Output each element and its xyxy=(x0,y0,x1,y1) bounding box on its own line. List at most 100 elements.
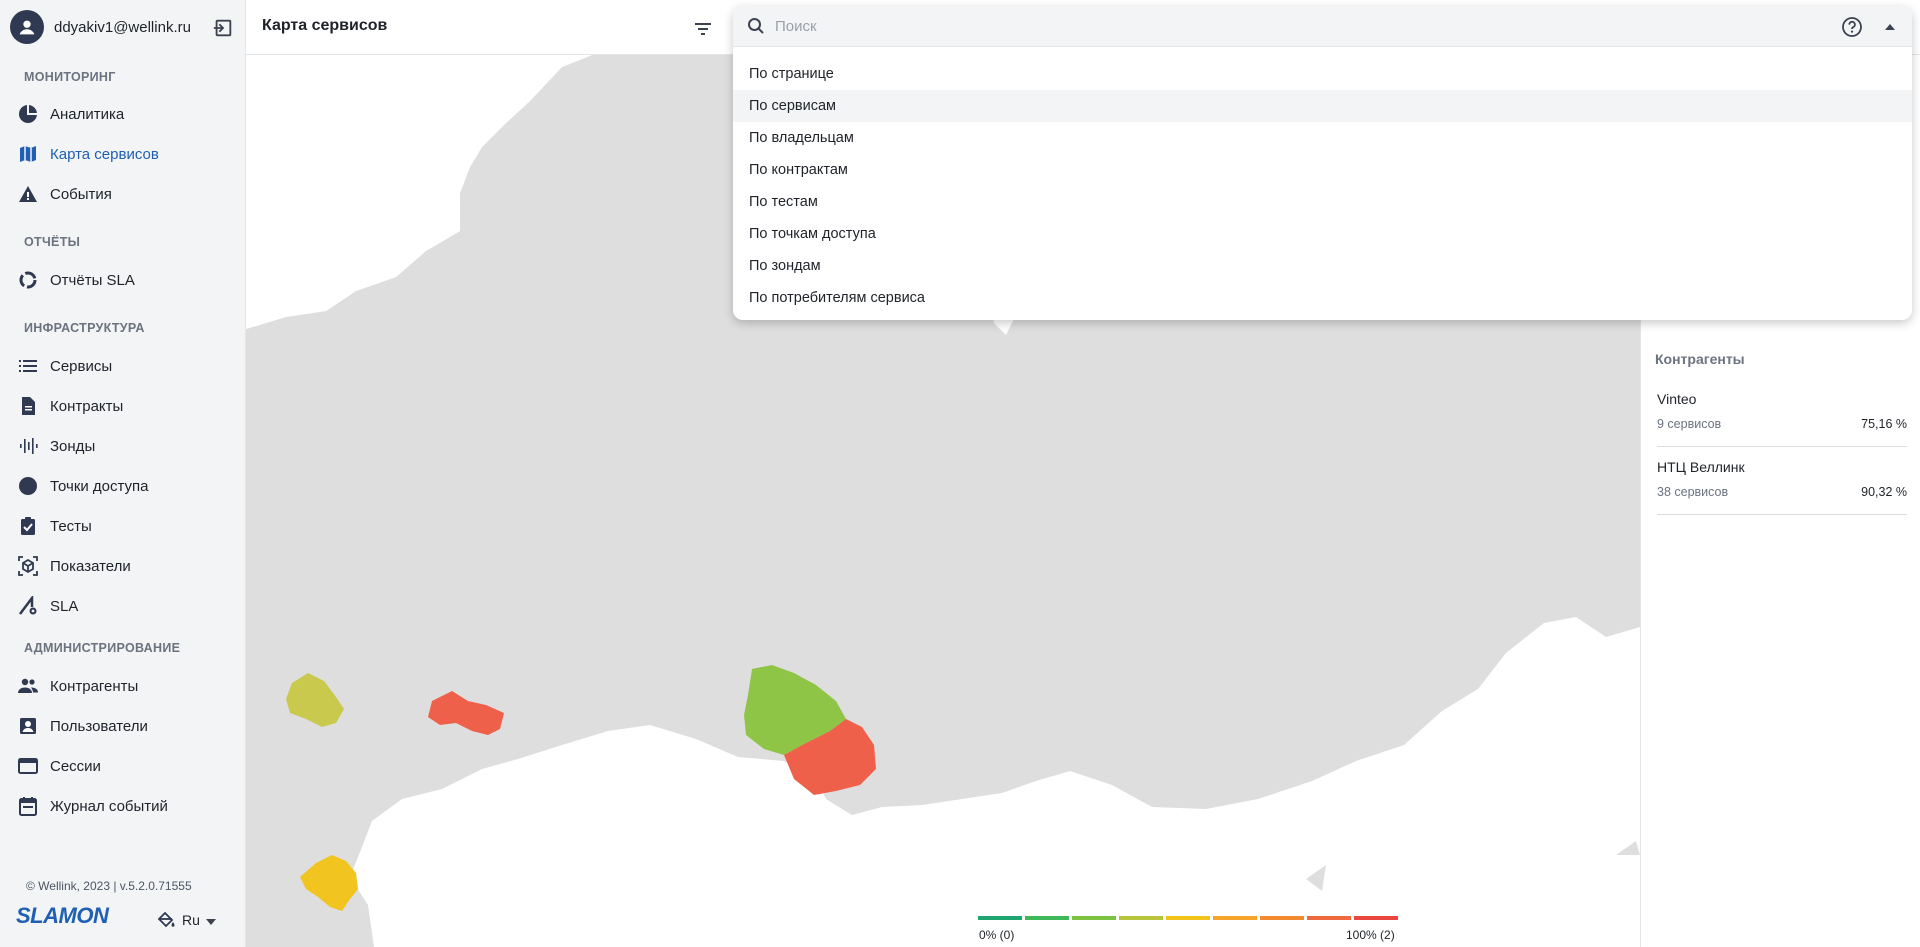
sidebar-item-contracts[interactable]: Контракты xyxy=(0,388,246,424)
counterparty-percent: 90,32 % xyxy=(1861,485,1907,499)
sidebar-item-probes[interactable]: Зонды xyxy=(0,428,246,464)
region-west-red[interactable] xyxy=(428,691,504,735)
sidebar-item-tests[interactable]: Тесты xyxy=(0,508,246,544)
chevron-up-icon[interactable] xyxy=(1883,20,1897,34)
map-icon xyxy=(18,144,38,164)
search-option-access-points[interactable]: По точкам доступа xyxy=(749,226,876,242)
copyright-text: © Wellink, 2023 | v.5.2.0.71555 xyxy=(26,879,192,893)
search-bar xyxy=(733,6,1912,47)
sidebar-item-label: Показатели xyxy=(50,557,131,575)
avatar[interactable] xyxy=(10,10,44,44)
people-icon xyxy=(18,676,38,696)
region-west-yellowgreen[interactable] xyxy=(286,673,344,727)
region-south-yellow[interactable] xyxy=(300,855,358,911)
sidebar-item-label: События xyxy=(50,185,112,203)
sidebar-item-users[interactable]: Пользователи xyxy=(0,708,246,744)
section-monitoring: МОНИТОРИНГ xyxy=(24,70,116,84)
search-option-page[interactable]: По странице xyxy=(749,66,834,82)
logout-icon[interactable] xyxy=(212,17,234,39)
chevron-down-icon xyxy=(205,912,216,928)
search-option-tests[interactable]: По тестам xyxy=(749,194,818,210)
sidebar-item-label: Тесты xyxy=(50,517,92,535)
pie-chart-icon xyxy=(18,104,38,124)
panel-title: Контрагенты xyxy=(1655,351,1745,367)
cube-scan-icon xyxy=(18,556,38,576)
section-administration: АДМИНИСТРИРОВАНИЕ xyxy=(24,641,181,655)
sidebar-item-label: Точки доступа xyxy=(50,477,149,495)
donut-icon xyxy=(18,270,38,290)
calendar-icon xyxy=(18,796,38,816)
list-icon xyxy=(18,356,38,376)
counterparty-service-count: 38 сервисов xyxy=(1657,485,1729,499)
legend-segment xyxy=(1072,916,1116,920)
sidebar-item-service-map[interactable]: Карта сервисов xyxy=(0,136,246,172)
paint-bucket-icon xyxy=(156,910,176,930)
search-input[interactable] xyxy=(775,14,1775,38)
legend-segment xyxy=(978,916,1022,920)
sidebar-item-label: Контрагенты xyxy=(50,677,139,695)
sidebar-item-metrics[interactable]: Показатели xyxy=(0,548,246,584)
legend-segment xyxy=(1354,916,1398,920)
circle-icon xyxy=(18,476,38,496)
document-icon xyxy=(18,396,38,416)
waveform-icon xyxy=(18,436,38,456)
sidebar-item-access-points[interactable]: Точки доступа xyxy=(0,468,246,504)
brand-logo: SLAMON xyxy=(16,903,109,928)
language-selector[interactable]: Ru xyxy=(156,910,216,930)
search-option-service-consumers[interactable]: По потребителям сервиса xyxy=(749,290,925,306)
browser-window-icon xyxy=(18,756,38,776)
region-siberia-green[interactable] xyxy=(744,665,846,755)
counterparty-item[interactable]: Vinteo 9 сервисов 75,16 % xyxy=(1657,391,1907,447)
counterparty-name: НТЦ Веллинк xyxy=(1657,459,1745,475)
sidebar-item-label: SLA xyxy=(50,597,79,615)
user-icon xyxy=(19,20,35,35)
sidebar-item-services[interactable]: Сервисы xyxy=(0,348,246,384)
legend-segment xyxy=(1119,916,1163,920)
section-reports: ОТЧЁТЫ xyxy=(24,235,81,249)
region-siberia-red[interactable] xyxy=(784,719,876,795)
sidebar-item-counterparties[interactable]: Контрагенты xyxy=(0,668,246,704)
search-dropdown: По странице По сервисам По владельцам По… xyxy=(733,6,1912,320)
sidebar-item-sla-reports[interactable]: Отчёты SLA xyxy=(0,262,246,298)
sidebar-item-label: Отчёты SLA xyxy=(50,271,135,289)
user-email: ddyakiv1@wellink.ru xyxy=(54,18,191,36)
counterparty-name: Vinteo xyxy=(1657,391,1697,407)
sidebar-item-label: Сервисы xyxy=(50,357,113,375)
search-option-contracts[interactable]: По контрактам xyxy=(749,162,848,178)
sidebar-item-label: Журнал событий xyxy=(50,797,168,815)
sidebar-item-label: Контракты xyxy=(50,397,124,415)
user-card-icon xyxy=(18,716,38,736)
sidebar-item-analytics[interactable]: Аналитика xyxy=(0,96,246,132)
counterparty-service-count: 9 сервисов xyxy=(1657,417,1722,431)
sidebar-item-label: Пользователи xyxy=(50,717,148,735)
legend-segment xyxy=(1260,916,1304,920)
search-icon xyxy=(747,17,765,35)
legend-color-scale xyxy=(978,916,1398,920)
legend-max-label: 100% (2) xyxy=(1346,928,1395,942)
legend-min-label: 0% (0) xyxy=(979,928,1015,942)
sla-gear-icon xyxy=(18,596,38,616)
filter-icon[interactable] xyxy=(691,17,715,41)
warning-icon xyxy=(18,184,38,204)
page-title: Карта сервисов xyxy=(262,17,388,34)
sidebar-item-label: Сессии xyxy=(50,757,101,775)
sidebar-item-sessions[interactable]: Сессии xyxy=(0,748,246,784)
sidebar-item-event-log[interactable]: Журнал событий xyxy=(0,788,246,824)
legend-segment xyxy=(1307,916,1351,920)
counterparty-item[interactable]: НТЦ Веллинк 38 сервисов 90,32 % xyxy=(1657,459,1907,515)
search-option-services[interactable]: По сервисам xyxy=(733,90,1912,122)
sidebar-item-events[interactable]: События xyxy=(0,176,246,212)
search-option-owners[interactable]: По владельцам xyxy=(749,130,854,146)
sidebar-item-sla[interactable]: SLA xyxy=(0,588,246,624)
help-icon[interactable] xyxy=(1841,16,1863,38)
legend-segment xyxy=(1166,916,1210,920)
search-option-probes[interactable]: По зондам xyxy=(749,258,821,274)
map-legend: 0% (0) 100% (2) xyxy=(978,916,1398,942)
sidebar-item-label: Карта сервисов xyxy=(50,145,159,163)
clipboard-check-icon xyxy=(18,516,38,536)
section-infrastructure: ИНФРАСТРУКТУРА xyxy=(24,321,145,335)
user-profile[interactable]: ddyakiv1@wellink.ru xyxy=(10,10,236,44)
legend-segment xyxy=(1213,916,1257,920)
sidebar: ddyakiv1@wellink.ru МОНИТОРИНГ Аналитика… xyxy=(0,0,246,947)
sidebar-item-label: Зонды xyxy=(50,437,96,455)
